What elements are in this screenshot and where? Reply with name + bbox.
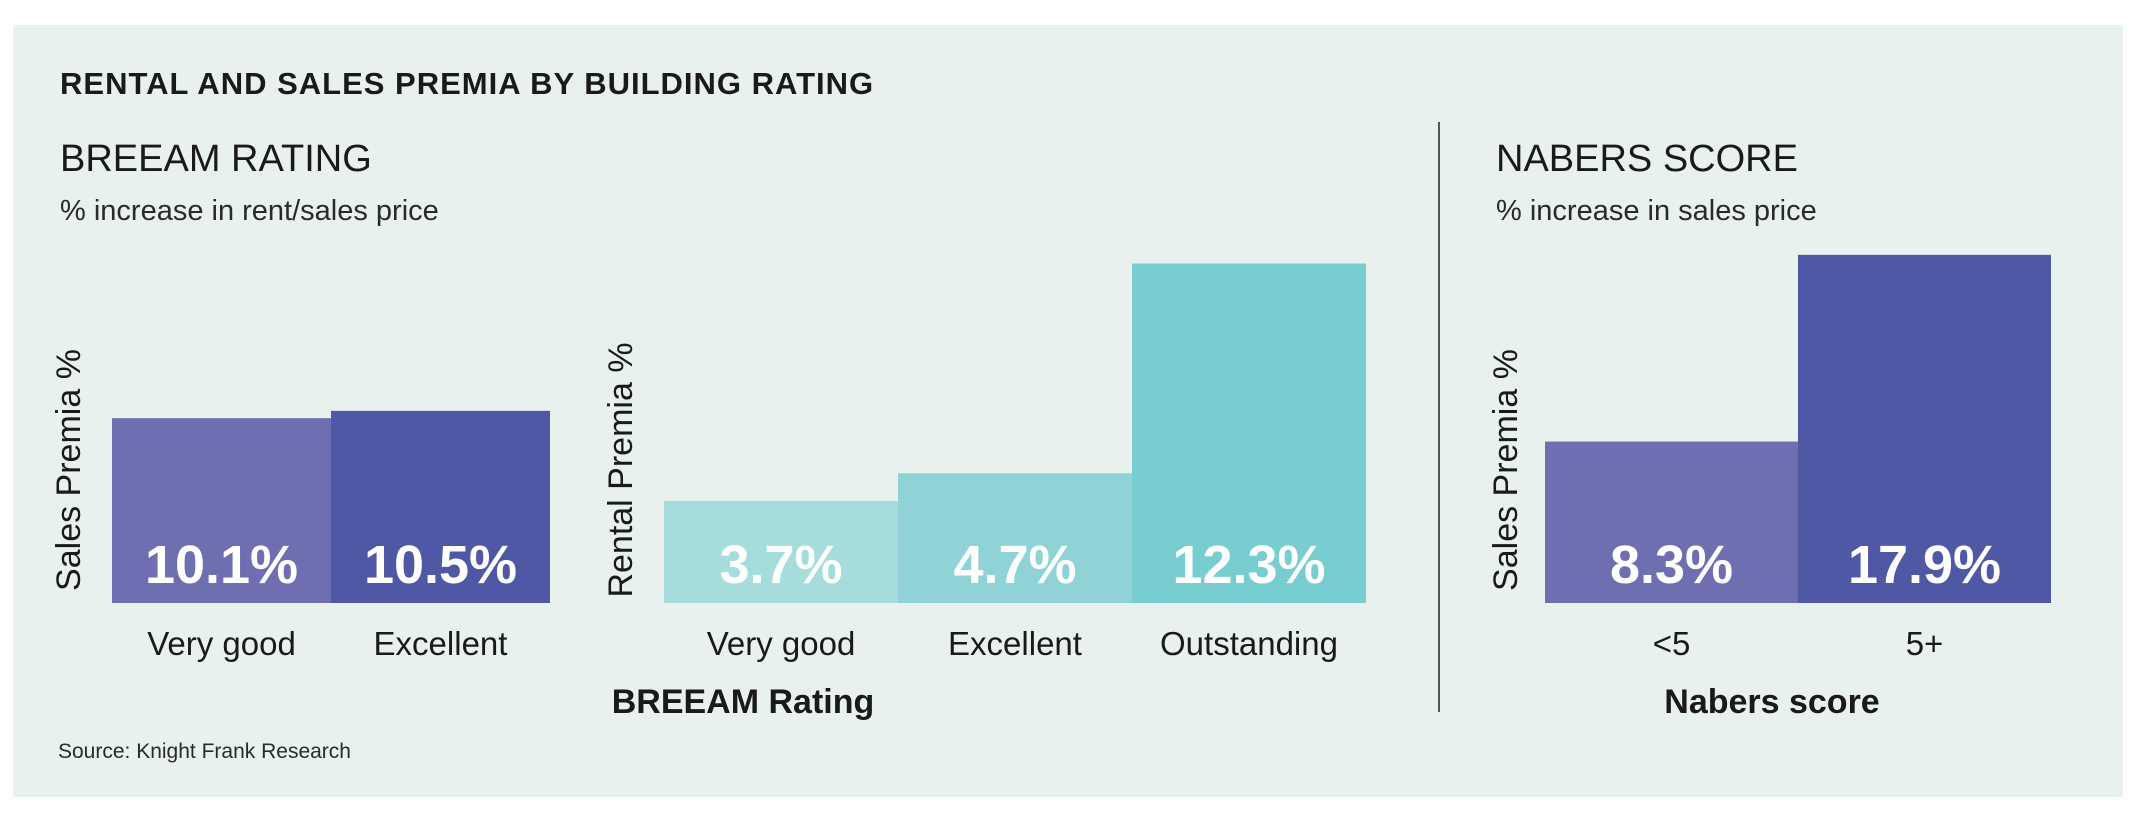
bar-breeam-rental-2 — [1132, 263, 1366, 603]
bar-breeam-sales-1 — [331, 410, 550, 603]
y-axis-title-breeam-rental: Rental Premia % — [602, 342, 640, 597]
bar-nabers-sales-0 — [1545, 441, 1798, 603]
main-title: RENTAL AND SALES PREMIA BY BUILDING RATI… — [60, 66, 875, 101]
tick-label-breeam-rental-0: Very good — [707, 625, 856, 662]
bar-nabers-sales-1 — [1798, 254, 2051, 603]
bar-breeam-rental-0 — [664, 500, 898, 603]
chart-breeam-sales: 10.1% Very good 10.5% Excellent Sales Premia… — [50, 349, 550, 662]
section-divider — [1438, 122, 1440, 712]
tick-label-breeam-sales-0: Very good — [147, 625, 296, 662]
data-label-breeam-sales-0: 10.1% — [145, 535, 298, 595]
x-axis-title-breeam-rental: BREEAM Rating — [612, 683, 875, 721]
breeam-section-title: BREEAM RATING — [60, 138, 372, 180]
x-axis-title-nabers-sales: Nabers score — [1664, 683, 1879, 721]
data-label-breeam-rental-1: 4.7% — [953, 535, 1076, 595]
nabers-section-title: NABERS SCORE — [1496, 138, 1798, 180]
data-label-breeam-sales-1: 10.5% — [364, 535, 517, 595]
data-label-nabers-sales-1: 17.9% — [1848, 535, 2001, 595]
tick-label-nabers-sales-0: <5 — [1653, 625, 1691, 662]
chart-nabers-sales: 8.3% <5 17.9% 5+ Sales Premia % Nabers score — [1487, 254, 2051, 721]
nabers-section-subtitle: % increase in sales price — [1496, 195, 1817, 227]
source-note: Source: Knight Frank Research — [58, 740, 351, 763]
y-axis-title-nabers-sales: Sales Premia % — [1487, 349, 1525, 591]
tick-label-nabers-sales-1: 5+ — [1906, 625, 1944, 662]
data-label-breeam-rental-2: 12.3% — [1172, 535, 1325, 595]
bar-breeam-sales-0 — [112, 418, 331, 603]
breeam-section-subtitle: % increase in rent/sales price — [60, 195, 439, 227]
tick-label-breeam-sales-1: Excellent — [374, 625, 508, 662]
bar-breeam-rental-1 — [898, 473, 1132, 603]
data-label-nabers-sales-0: 8.3% — [1610, 535, 1733, 595]
chart-breeam-rental: 3.7% Very good 4.7% Excellent 12.3% Outstandi… — [602, 263, 1366, 721]
tick-label-breeam-rental-2: Outstanding — [1160, 625, 1338, 662]
tick-label-breeam-rental-1: Excellent — [948, 625, 1082, 662]
y-axis-title-breeam-sales: Sales Premia % — [50, 349, 88, 591]
data-label-breeam-rental-0: 3.7% — [719, 535, 842, 595]
